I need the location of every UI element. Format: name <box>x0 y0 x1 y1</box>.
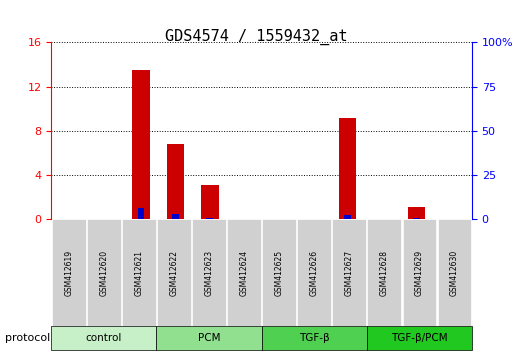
Bar <box>172 213 179 219</box>
Bar <box>201 185 219 219</box>
Text: GSM412623: GSM412623 <box>205 250 213 296</box>
Text: TGF-β: TGF-β <box>299 333 329 343</box>
Bar <box>206 218 213 219</box>
Bar <box>339 118 357 219</box>
Text: TGF-β/PCM: TGF-β/PCM <box>391 333 448 343</box>
Text: GSM412625: GSM412625 <box>274 250 284 296</box>
Bar <box>344 215 351 219</box>
Text: GSM412629: GSM412629 <box>415 250 424 296</box>
Text: GSM412626: GSM412626 <box>310 250 319 296</box>
Text: GSM412620: GSM412620 <box>100 250 108 296</box>
Text: GSM412630: GSM412630 <box>450 250 459 296</box>
Bar <box>137 208 144 219</box>
Text: GDS4574 / 1559432_at: GDS4574 / 1559432_at <box>165 28 348 45</box>
Text: GSM412627: GSM412627 <box>345 250 354 296</box>
Text: GSM412619: GSM412619 <box>64 250 73 296</box>
Text: control: control <box>86 333 122 343</box>
Text: protocol: protocol <box>5 333 50 343</box>
Text: PCM: PCM <box>198 333 220 343</box>
Bar <box>408 207 425 219</box>
Text: GSM412624: GSM412624 <box>240 250 249 296</box>
Text: GSM412628: GSM412628 <box>380 250 389 296</box>
Text: GSM412621: GSM412621 <box>134 250 144 296</box>
Bar <box>167 144 184 219</box>
Bar <box>132 70 150 219</box>
Bar <box>413 218 420 219</box>
Text: GSM412622: GSM412622 <box>169 250 179 296</box>
